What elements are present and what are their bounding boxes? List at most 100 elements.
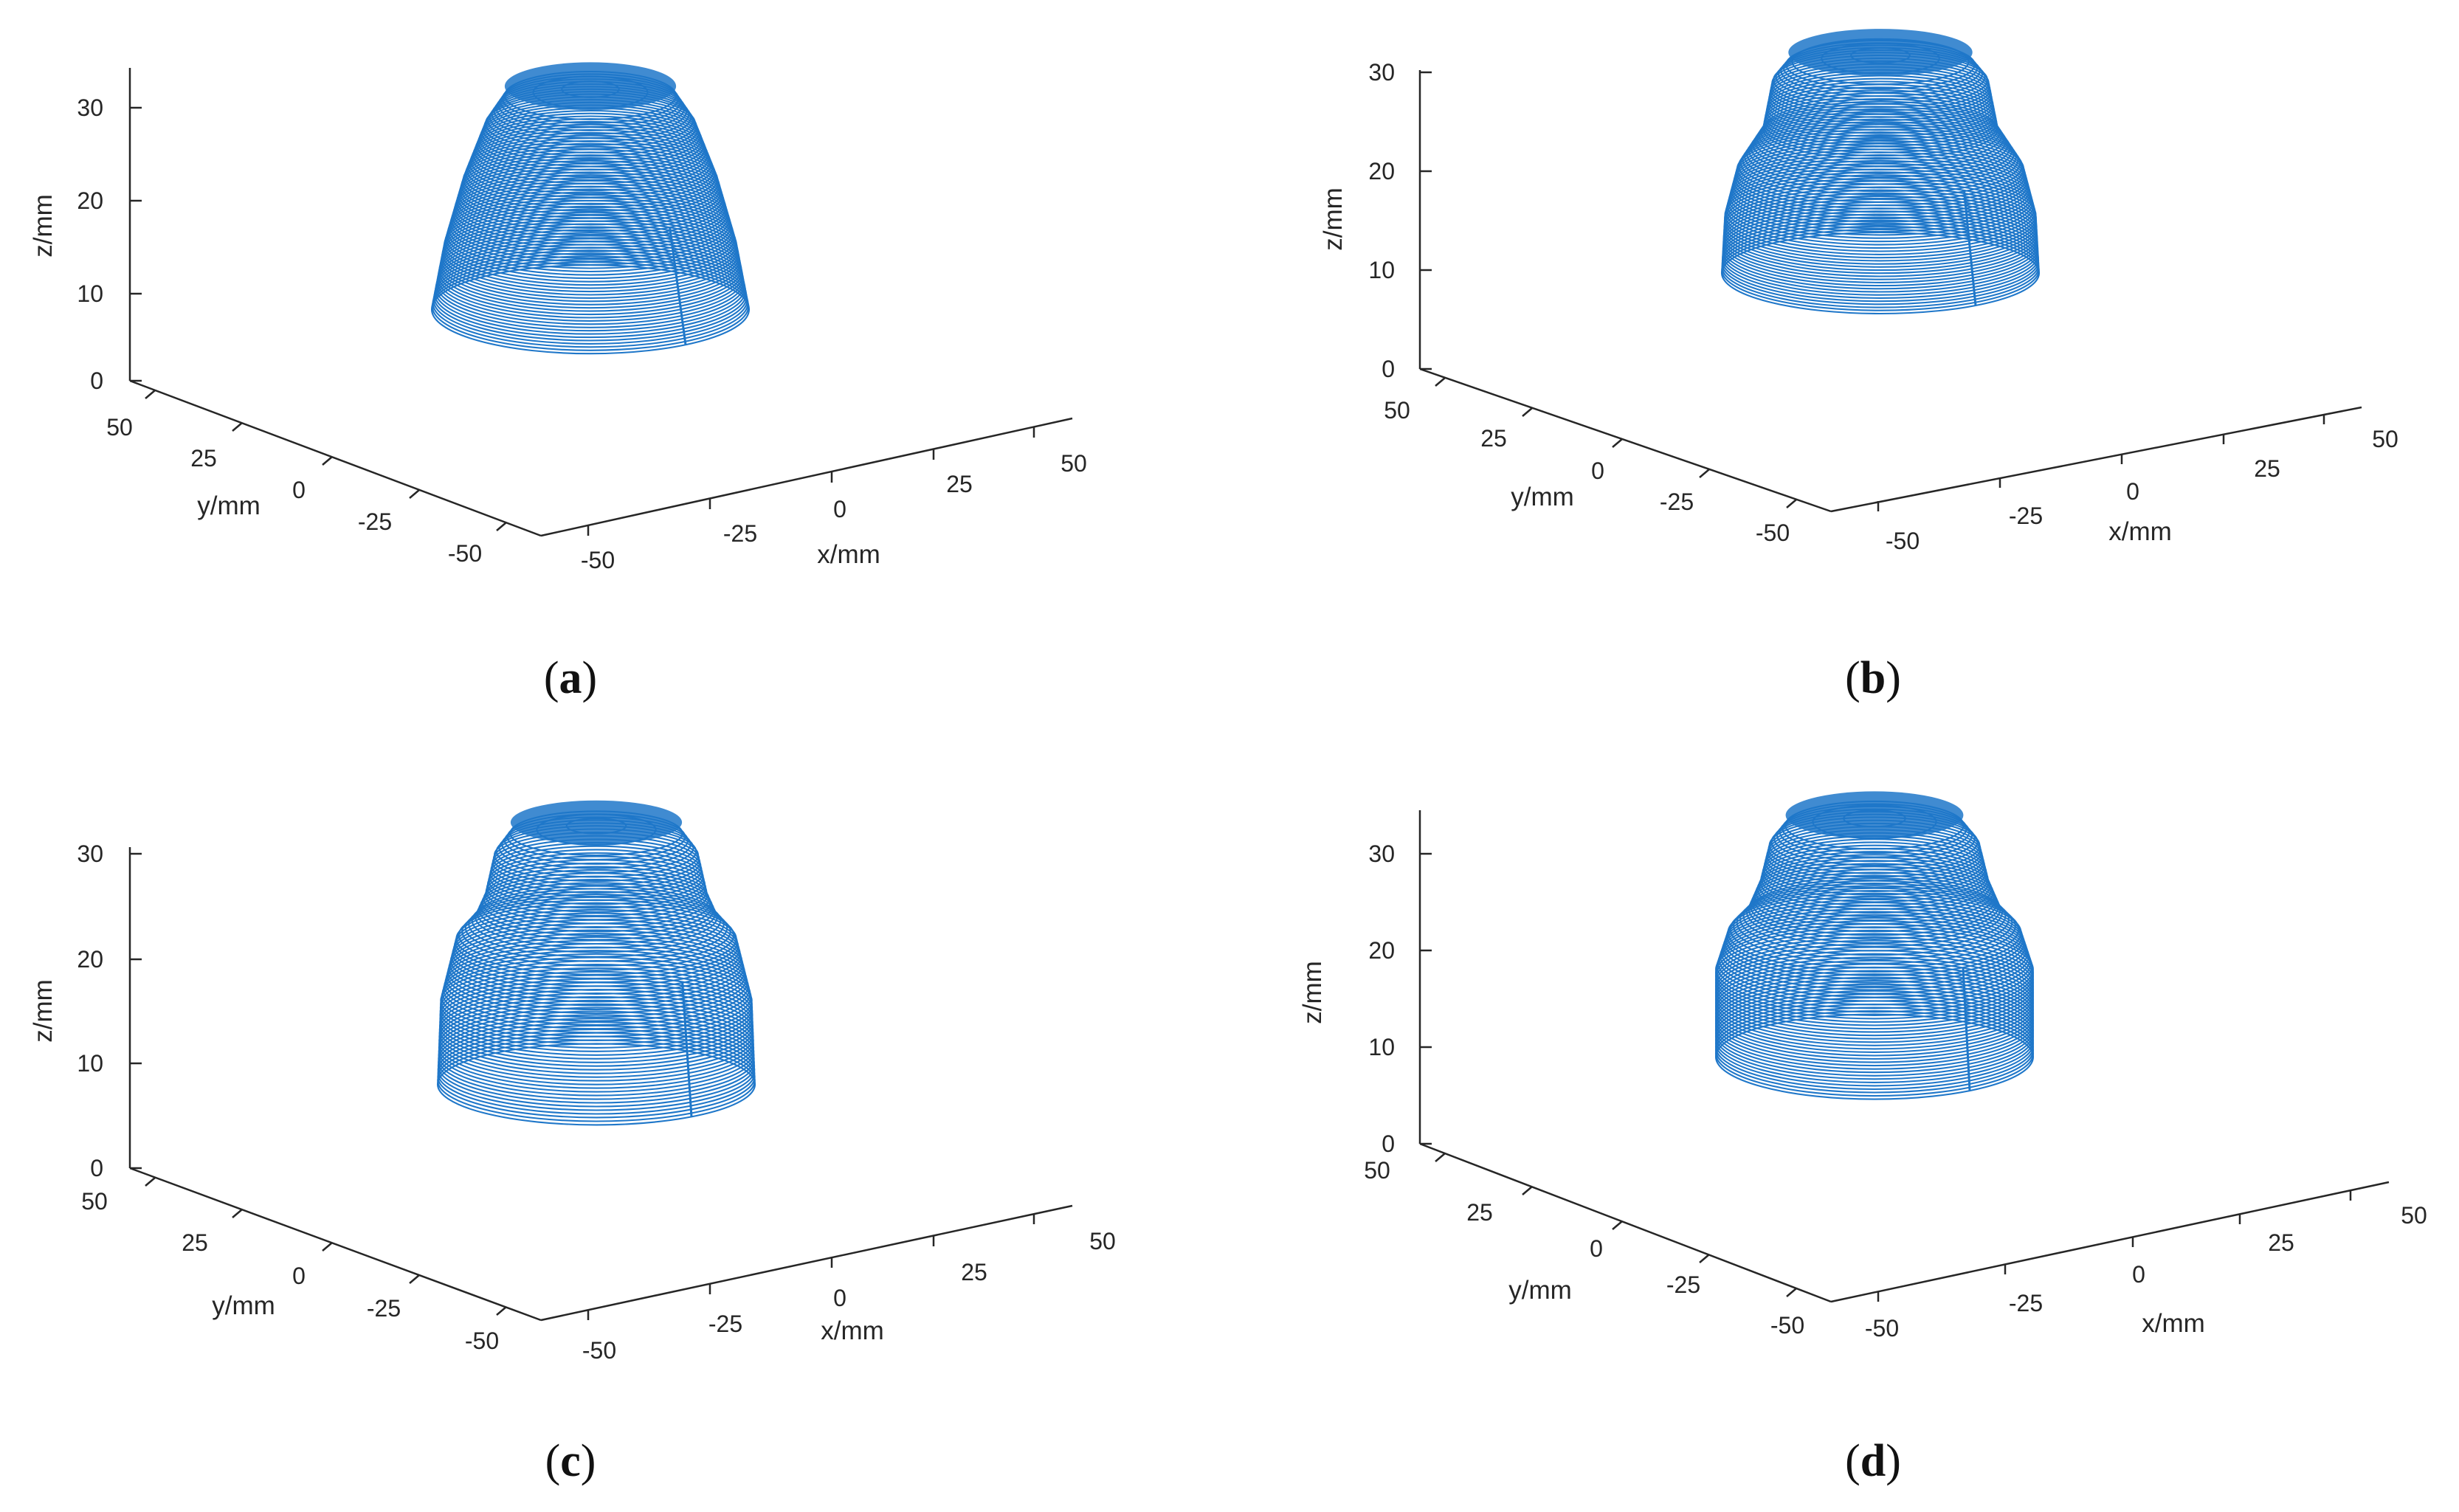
surface-ring [452, 174, 728, 252]
z-tick-label: 20 [77, 187, 103, 214]
surface-ring [1753, 108, 2007, 174]
surface-ring [477, 109, 703, 174]
surface-ring [467, 131, 714, 202]
surface-ring [489, 849, 704, 905]
surface-ring [1765, 86, 1996, 148]
x-axis-line [1830, 1181, 2390, 1303]
surface-ring [447, 933, 745, 1011]
surface-ring [432, 255, 748, 345]
y-tick-label: 50 [1384, 397, 1410, 424]
y-tick-mark [232, 422, 243, 432]
surface-ring [475, 885, 718, 949]
surface-top-cap [1785, 791, 1964, 839]
surface-ring [1762, 838, 1987, 900]
x-tick-label: 0 [833, 1285, 846, 1311]
surface-seam-line [1962, 967, 1971, 1091]
x-axis-label: x/mm [817, 540, 880, 569]
surface-ring [455, 905, 738, 979]
y-tick-mark [1435, 1153, 1446, 1162]
y-tick-label: 25 [1466, 1199, 1493, 1226]
surface-ring [446, 194, 735, 276]
surface-ring [1746, 877, 2003, 947]
surface-ring [442, 950, 751, 1030]
x-tick-label: 50 [2401, 1202, 2427, 1229]
surface-ring [483, 869, 710, 928]
y-tick-mark [145, 1177, 156, 1187]
z-tick-label: 30 [1368, 59, 1395, 86]
x-axis-label: x/mm [2142, 1309, 2205, 1338]
x-tick-label: -50 [581, 547, 615, 573]
surface-wireframe-a [430, 62, 751, 355]
surface-ring [1736, 885, 2013, 961]
surface-ring [433, 252, 748, 342]
surface-ring [1753, 863, 1996, 929]
surface-ring [1734, 139, 2027, 216]
x-tick-label: -25 [723, 520, 757, 547]
surface-ring [1726, 895, 2023, 976]
y-tick-label: 50 [81, 1188, 108, 1215]
surface-ring [448, 929, 745, 1007]
y-tick-label: 25 [190, 445, 217, 472]
surface-ring [452, 912, 740, 987]
x-tick-label: 25 [946, 471, 973, 497]
surface-ring [1764, 89, 1997, 151]
z-tick-label: 10 [77, 1050, 103, 1077]
surface-ring [1758, 854, 1991, 917]
x-tick-label: 0 [2126, 478, 2139, 505]
x-tick-label: -50 [1886, 528, 1920, 554]
surface-ring [452, 177, 729, 256]
x-tick-label: -25 [708, 1311, 742, 1337]
y-tick-mark [232, 1209, 243, 1218]
x-tick-label: 50 [2372, 426, 2398, 452]
y-tick-mark [409, 489, 420, 499]
surface-ring [438, 226, 742, 312]
x-tick-label: -25 [2009, 503, 2043, 529]
y-tick-mark [409, 1274, 420, 1284]
surface-ring [476, 112, 705, 178]
z-tick-label: 20 [77, 946, 103, 973]
surface-ring [458, 157, 723, 232]
surface-ring [1720, 911, 2029, 995]
x-axis-label: x/mm [821, 1316, 884, 1345]
surface-seam-line [669, 227, 687, 345]
y-tick-label: -25 [1666, 1271, 1700, 1298]
y-tick-mark [322, 1242, 333, 1252]
surface-ring [457, 159, 724, 236]
y-tick-label: 25 [182, 1229, 208, 1256]
surface-ring [1765, 80, 1996, 141]
surface-ring [1759, 851, 1990, 914]
panel-caption: (a) [544, 653, 597, 703]
surface-ring [1745, 118, 2015, 189]
y-tick-mark [1522, 1186, 1533, 1195]
surface-ring [1724, 174, 2037, 255]
surface-ring [1762, 841, 1987, 903]
y-axis-line [1419, 1142, 1832, 1303]
surface-top-cap [1788, 29, 1973, 76]
surface-seam-line [681, 982, 693, 1117]
surface-ring [468, 891, 725, 958]
panel-b: 0 10 20 30 z/mm 50 25 0 -25 -50 y/mm -50… [1319, 29, 2398, 703]
surface-ring [437, 235, 744, 322]
z-tick-label: 10 [77, 280, 103, 307]
surface-ring [484, 866, 708, 925]
y-tick-mark [1786, 1288, 1797, 1297]
surface-ring [1744, 121, 2017, 193]
z-tick-label: 20 [1368, 158, 1395, 184]
x-axis-label: x/mm [2108, 517, 2172, 546]
surface-wireframe-b [1720, 29, 2041, 315]
surface-ring [466, 134, 715, 205]
y-tick-label: 0 [292, 1263, 306, 1289]
surface-ring [441, 953, 751, 1034]
surface-ring [443, 205, 738, 289]
z-tick-label: 20 [1368, 937, 1395, 964]
surface-ring [1742, 123, 2019, 196]
surface-ring [1729, 156, 2032, 236]
surface-ring [432, 258, 749, 348]
y-tick-mark [1699, 1254, 1710, 1263]
y-tick-mark [1699, 469, 1710, 478]
y-axis-label: y/mm [1511, 483, 1574, 511]
x-tick-label: 0 [2132, 1261, 2145, 1288]
x-axis-line [1830, 406, 2362, 513]
y-tick-mark [322, 456, 333, 466]
